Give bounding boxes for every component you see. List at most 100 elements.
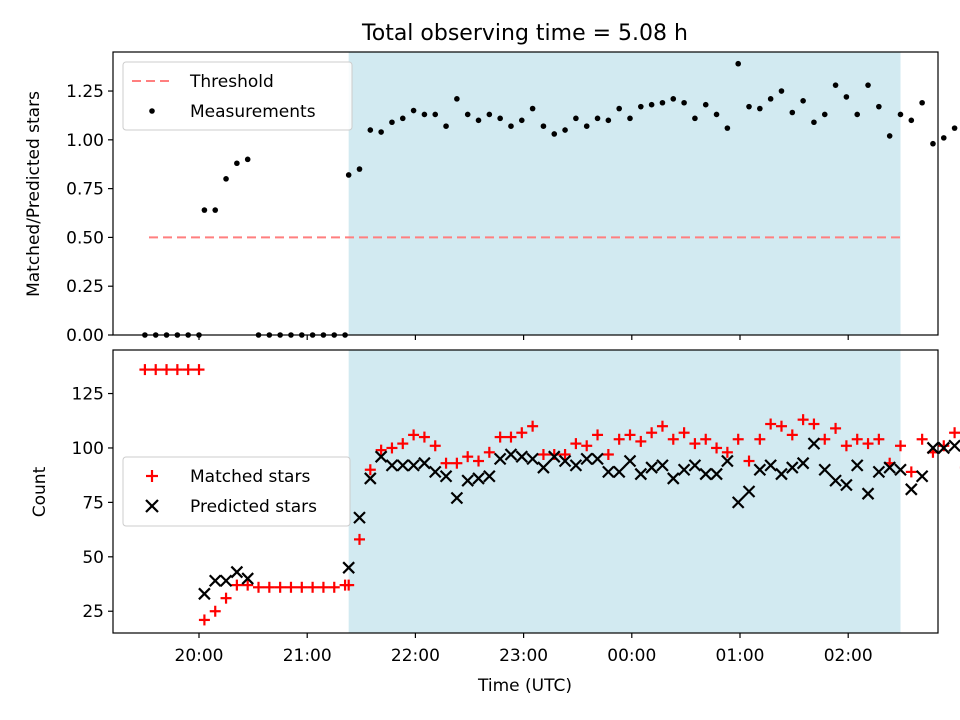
predicted-star-point (850, 459, 864, 472)
predicted-star-point (807, 437, 821, 450)
predicted-star-point (472, 472, 485, 485)
measurement-point (876, 103, 882, 110)
matched-star-point (570, 438, 582, 450)
matched-star-point (721, 446, 733, 458)
matched-star-point (808, 418, 820, 430)
matched-star-point (635, 435, 647, 447)
top-legend-box (122, 61, 353, 131)
measurement-point (486, 111, 493, 118)
matched-star-point (949, 427, 960, 439)
predicted-star-point (786, 461, 799, 474)
measurement-point (908, 117, 915, 124)
matched-star-point (328, 581, 340, 593)
measurement-point (367, 127, 374, 133)
predicted-star-point (591, 452, 604, 466)
measurement-point (234, 160, 240, 167)
measurement-point (583, 123, 590, 129)
matched-star-point (765, 418, 777, 430)
matched-star-point (775, 420, 787, 432)
bottom-y-axis: 25 50 75 100 125 (72, 385, 113, 622)
matched-star-point (527, 420, 539, 432)
measurement-point (940, 135, 947, 141)
predicted-star-point (915, 469, 929, 483)
measurement-point (244, 156, 251, 163)
predicted-star-point (623, 454, 637, 468)
x-tick-label: 01:00 (716, 646, 765, 666)
measurement-point (540, 123, 547, 129)
measurement-point (464, 111, 471, 118)
matched-star-point (408, 429, 420, 441)
measurement-point (854, 111, 861, 118)
measurement-point (475, 117, 482, 124)
x-tick-label: 22:00 (391, 646, 440, 666)
bottom-observing-window (348, 350, 901, 633)
matched-star-point (429, 440, 441, 452)
matched-star-point (440, 457, 452, 469)
matched-star-point (242, 579, 254, 591)
matched-star-point (559, 448, 571, 460)
y-tick-label: 1.25 (66, 82, 104, 102)
predicted-star-point (483, 469, 496, 483)
matched-star-point (386, 442, 398, 454)
predicted-star-point (926, 441, 940, 455)
predicted-star-point (688, 459, 702, 472)
matched-star-point (296, 581, 308, 593)
bottom-xlabel: Time (UTC) (477, 676, 572, 696)
predicted-stars-series (198, 437, 960, 601)
measurement-point (432, 111, 439, 118)
predicted-star-point (753, 463, 767, 477)
matched-stars-legend-swatch (146, 470, 158, 482)
predicted-star-point (612, 465, 626, 479)
matched-star-point (483, 446, 495, 458)
predicted-star-point (493, 452, 507, 466)
chart-title: Total observing time = 5.08 h (361, 21, 688, 46)
top-panel: 0.00 0.25 0.50 0.75 1.00 1.25 Matched/Predict… (24, 51, 958, 346)
predicted-star-point (198, 587, 211, 601)
matched-star-point (537, 448, 549, 460)
measurement-point (800, 97, 806, 104)
matched-star-point (840, 440, 852, 452)
predicted-star-point (602, 465, 615, 479)
measurement-point (811, 119, 817, 126)
measurement-point (518, 117, 525, 124)
y-tick-label: 25 (82, 602, 104, 622)
predicted-star-point (764, 459, 777, 472)
matched-star-point (353, 533, 365, 545)
x-tick-label: 23:00 (499, 646, 548, 666)
matched-star-point (743, 455, 755, 467)
matched-star-point (786, 429, 798, 441)
measurements-legend-label: Measurements (190, 102, 316, 122)
predicted-star-point (710, 467, 723, 481)
matched-star-point (182, 364, 194, 376)
y-tick-label: 50 (82, 548, 104, 568)
predicted-star-point (742, 485, 756, 498)
measurement-point (201, 207, 208, 213)
predicted-star-point (230, 565, 244, 579)
measurement-point (832, 82, 839, 88)
predicted-star-point (537, 461, 550, 474)
matched-star-point (285, 581, 297, 593)
measurement-point (508, 123, 514, 129)
measurement-point (410, 107, 417, 114)
bottom-panel: 25 50 75 100 125 20:00 21:00 22:00 23:00 00:00 01… (30, 349, 960, 696)
matched-star-point (602, 448, 614, 460)
predicted-star-point (818, 463, 832, 477)
measurement-point (443, 123, 449, 129)
measurement-point (616, 105, 622, 112)
matched-star-point (689, 438, 701, 450)
top-x-ticks (198, 335, 849, 340)
matched-star-point (418, 431, 430, 443)
predicted-star-point (840, 478, 853, 492)
top-axes-frame (112, 51, 939, 336)
matched-stars-series (139, 364, 960, 626)
matched-star-point (851, 433, 863, 445)
matched-star-point (797, 414, 809, 426)
measurement-point (562, 127, 568, 133)
predicted-star-point (883, 461, 896, 474)
matched-star-point (711, 442, 723, 454)
x-tick-label: 02:00 (824, 646, 873, 666)
predicted-star-point (374, 450, 388, 463)
measurement-point (454, 96, 460, 102)
predicted-star-point (721, 454, 734, 468)
